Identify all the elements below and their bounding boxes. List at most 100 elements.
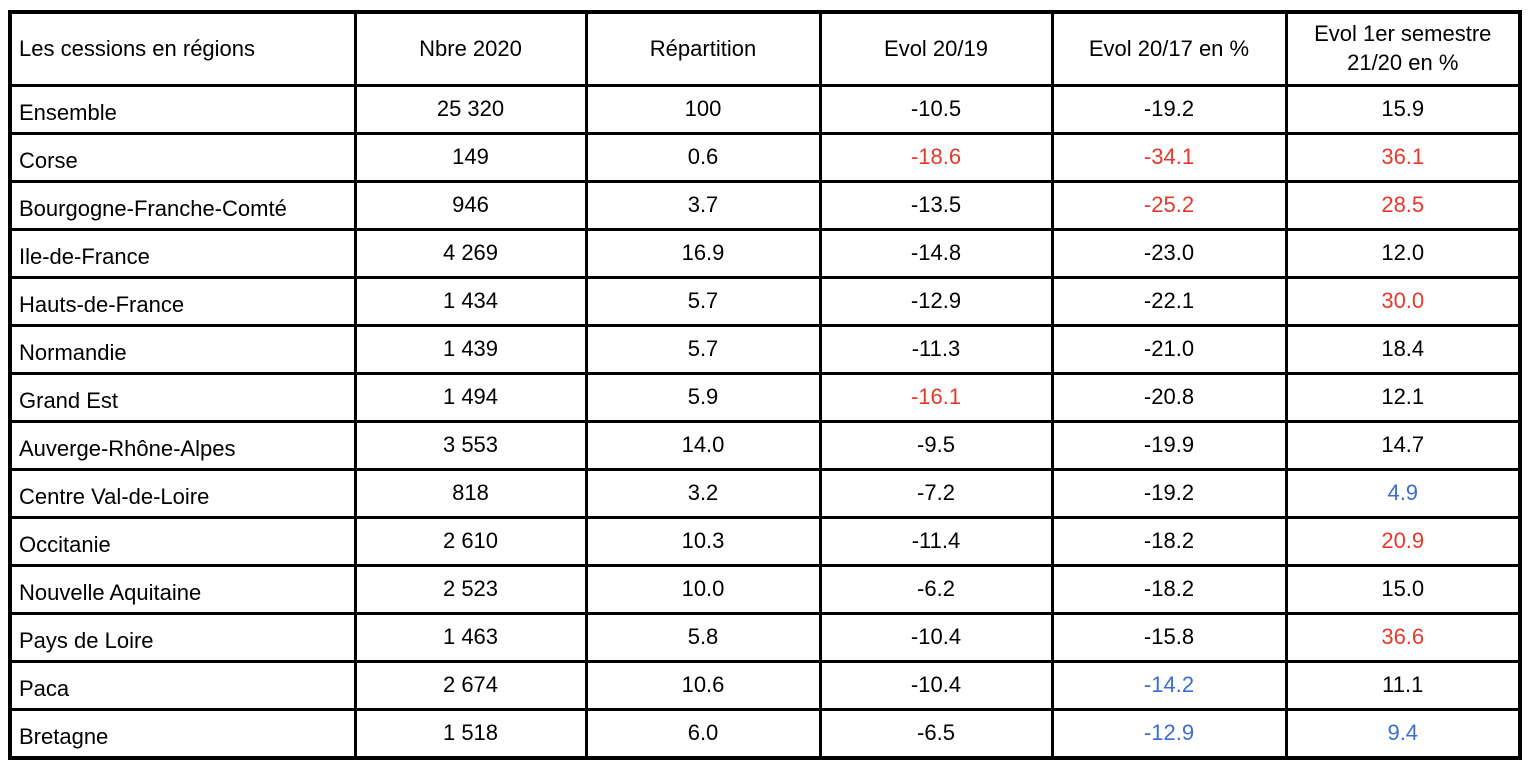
value-cell: 18.4 — [1284, 324, 1522, 375]
value-cell: -19.2 — [1050, 84, 1288, 135]
value-cell: -7.2 — [818, 468, 1054, 519]
region-cell: Paca — [8, 660, 357, 711]
value-cell: -16.1 — [818, 372, 1054, 423]
value-cell: 12.1 — [1284, 372, 1522, 423]
table-row: Occitanie 2 610 10.3 -11.4 -18.2 20.9 — [8, 516, 1522, 567]
value-cell: 5.7 — [584, 276, 822, 327]
region-cell: Grand Est — [8, 372, 357, 423]
value-cell: 15.9 — [1284, 84, 1522, 135]
value-cell: 36.1 — [1284, 132, 1522, 183]
value-cell: 2 523 — [353, 564, 588, 615]
value-cell: -15.8 — [1050, 612, 1288, 663]
header-row: Les cessions en régions Nbre 2020 Répart… — [8, 10, 1522, 87]
table-row: Bourgogne-Franche-Comté 946 3.7 -13.5 -25.2 2… — [8, 180, 1522, 231]
value-cell: -9.5 — [818, 420, 1054, 471]
region-cell: Corse — [8, 132, 357, 183]
value-cell: 149 — [353, 132, 588, 183]
value-cell: 25 320 — [353, 84, 588, 135]
value-cell: -6.2 — [818, 564, 1054, 615]
value-cell: 14.7 — [1284, 420, 1522, 471]
column-header-evol-20-19: Evol 20/19 — [818, 10, 1054, 87]
column-header-evol-20-17: Evol 20/17 en % — [1050, 10, 1288, 87]
table-row: Ensemble 25 320 100 -10.5 -19.2 15.9 — [8, 84, 1522, 135]
value-cell: 1 434 — [353, 276, 588, 327]
value-cell: -10.5 — [818, 84, 1054, 135]
value-cell: 1 439 — [353, 324, 588, 375]
value-cell: -6.5 — [818, 708, 1054, 760]
value-cell: -22.1 — [1050, 276, 1288, 327]
value-cell: -12.9 — [818, 276, 1054, 327]
value-cell: 10.0 — [584, 564, 822, 615]
value-cell: 4 269 — [353, 228, 588, 279]
table-body: Ensemble 25 320 100 -10.5 -19.2 15.9 Corse 149 0… — [8, 84, 1522, 760]
cessions-table: Les cessions en régions Nbre 2020 Répart… — [8, 10, 1522, 760]
value-cell: 1 494 — [353, 372, 588, 423]
value-cell: 3.7 — [584, 180, 822, 231]
value-cell: -11.3 — [818, 324, 1054, 375]
value-cell: 14.0 — [584, 420, 822, 471]
value-cell: 2 610 — [353, 516, 588, 567]
value-cell: -19.9 — [1050, 420, 1288, 471]
value-cell: -25.2 — [1050, 180, 1288, 231]
region-cell: Occitanie — [8, 516, 357, 567]
value-cell: -20.8 — [1050, 372, 1288, 423]
region-cell: Ensemble — [8, 84, 357, 135]
value-cell: 1 518 — [353, 708, 588, 760]
table-row: Normandie 1 439 5.7 -11.3 -21.0 18.4 — [8, 324, 1522, 375]
value-cell: -14.8 — [818, 228, 1054, 279]
region-cell: Normandie — [8, 324, 357, 375]
value-cell: -10.4 — [818, 612, 1054, 663]
value-cell: 3 553 — [353, 420, 588, 471]
value-cell: 6.0 — [584, 708, 822, 760]
value-cell: 30.0 — [1284, 276, 1522, 327]
value-cell: -23.0 — [1050, 228, 1288, 279]
table-header: Les cessions en régions Nbre 2020 Répart… — [8, 10, 1522, 87]
value-cell: -11.4 — [818, 516, 1054, 567]
value-cell: -21.0 — [1050, 324, 1288, 375]
column-header-nbre-2020: Nbre 2020 — [353, 10, 588, 87]
table-row: Ile-de-France 4 269 16.9 -14.8 -23.0 12.0 — [8, 228, 1522, 279]
value-cell: -34.1 — [1050, 132, 1288, 183]
column-header-region: Les cessions en régions — [8, 10, 357, 87]
value-cell: 20.9 — [1284, 516, 1522, 567]
column-header-evol-1er-semestre: Evol 1er semestre 21/20 en % — [1284, 10, 1522, 87]
value-cell: -12.9 — [1050, 708, 1288, 760]
table-row: Hauts-de-France 1 434 5.7 -12.9 -22.1 30.0 — [8, 276, 1522, 327]
region-cell: Centre Val-de-Loire — [8, 468, 357, 519]
value-cell: 5.9 — [584, 372, 822, 423]
value-cell: 15.0 — [1284, 564, 1522, 615]
value-cell: 10.6 — [584, 660, 822, 711]
value-cell: -18.6 — [818, 132, 1054, 183]
table-row: Centre Val-de-Loire 818 3.2 -7.2 -19.2 4.9 — [8, 468, 1522, 519]
value-cell: 1 463 — [353, 612, 588, 663]
table-row: Grand Est 1 494 5.9 -16.1 -20.8 12.1 — [8, 372, 1522, 423]
table-row: Auverge-Rhône-Alpes 3 553 14.0 -9.5 -19.9 14.… — [8, 420, 1522, 471]
value-cell: 28.5 — [1284, 180, 1522, 231]
value-cell: 100 — [584, 84, 822, 135]
region-cell: Auverge-Rhône-Alpes — [8, 420, 357, 471]
value-cell: 36.6 — [1284, 612, 1522, 663]
value-cell: 16.9 — [584, 228, 822, 279]
value-cell: 9.4 — [1284, 708, 1522, 760]
column-header-repartition: Répartition — [584, 10, 822, 87]
value-cell: 3.2 — [584, 468, 822, 519]
value-cell: 5.8 — [584, 612, 822, 663]
region-cell: Pays de Loire — [8, 612, 357, 663]
table-row: Paca 2 674 10.6 -10.4 -14.2 11.1 — [8, 660, 1522, 711]
region-cell: Ile-de-France — [8, 228, 357, 279]
value-cell: -14.2 — [1050, 660, 1288, 711]
value-cell: 818 — [353, 468, 588, 519]
table-row: Corse 149 0.6 -18.6 -34.1 36.1 — [8, 132, 1522, 183]
table-row: Pays de Loire 1 463 5.8 -10.4 -15.8 36.6 — [8, 612, 1522, 663]
region-cell: Bretagne — [8, 708, 357, 760]
value-cell: -13.5 — [818, 180, 1054, 231]
region-cell: Hauts-de-France — [8, 276, 357, 327]
value-cell: 11.1 — [1284, 660, 1522, 711]
value-cell: -10.4 — [818, 660, 1054, 711]
value-cell: 2 674 — [353, 660, 588, 711]
region-cell: Nouvelle Aquitaine — [8, 564, 357, 615]
page: Les cessions en régions Nbre 2020 Répart… — [0, 10, 1528, 760]
value-cell: 4.9 — [1284, 468, 1522, 519]
value-cell: 0.6 — [584, 132, 822, 183]
value-cell: -18.2 — [1050, 564, 1288, 615]
